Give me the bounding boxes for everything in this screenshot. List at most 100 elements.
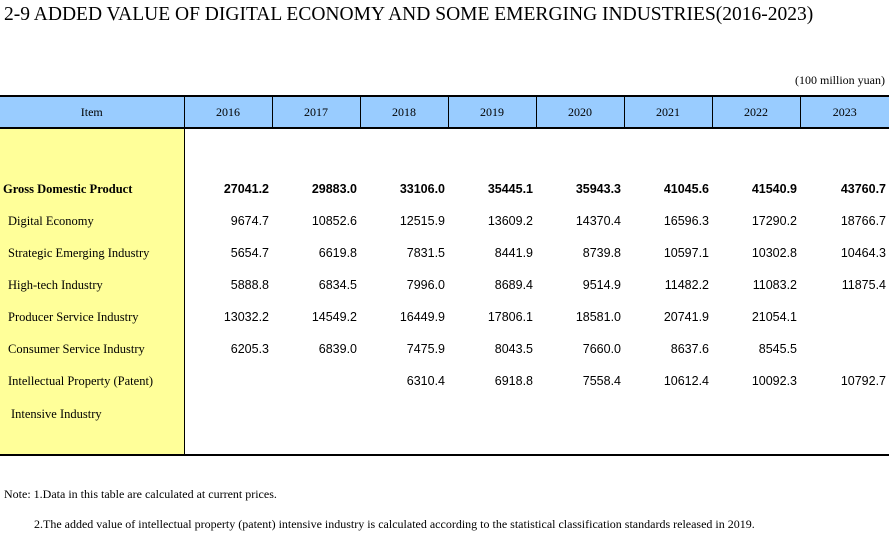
value-cell: 13032.2	[223, 310, 269, 324]
value-cell	[536, 397, 624, 456]
value-cell: 18766.7	[840, 214, 886, 228]
value-cell	[800, 301, 889, 333]
value-cell	[360, 397, 448, 456]
unit-label: (100 million yuan)	[795, 73, 885, 87]
value-cell	[184, 397, 272, 456]
value-cell: 11875.4	[841, 278, 886, 292]
spacer-cell	[0, 128, 185, 173]
value-cell: 5888.8	[230, 278, 269, 292]
value-cell: 12515.9	[399, 214, 445, 228]
table-header-row: Item 2016 2017 2018 2019 2020 2021 2022 …	[0, 95, 889, 129]
value-cell	[800, 333, 889, 365]
header-year: 2021	[623, 95, 712, 129]
row-label: Producer Service Industry	[0, 301, 185, 333]
value-cell: 10852.6	[311, 214, 357, 228]
value-cell	[184, 365, 272, 397]
table-row: Strategic Emerging Industry 5654.7 6619.8 7…	[0, 237, 889, 269]
value-cell: 41540.9	[751, 182, 797, 196]
table-row: High-tech Industry 5888.8 6834.5 7996.0 8689…	[0, 269, 889, 301]
value-cell: 35445.1	[487, 182, 533, 196]
header-year: 2018	[359, 95, 448, 129]
value-cell: 6918.8	[494, 374, 533, 388]
value-cell: 17806.1	[487, 310, 533, 324]
spacer-cell	[712, 128, 800, 173]
note-1: Note: 1.Data in this table are calculate…	[4, 487, 277, 501]
table-row: Intensive Industry	[0, 397, 889, 456]
header-year: 2022	[711, 95, 800, 129]
table-row: Producer Service Industry 13032.2 14549.2 1…	[0, 301, 889, 333]
value-cell: 10464.3	[840, 246, 886, 260]
row-label: Gross Domestic Product	[0, 173, 185, 205]
spacer-row	[0, 128, 889, 173]
value-cell	[448, 397, 536, 456]
value-cell: 43760.7	[840, 182, 886, 196]
spacer-cell	[272, 128, 360, 173]
value-cell: 9674.7	[230, 214, 269, 228]
header-year: 2023	[799, 95, 889, 129]
value-cell: 16449.9	[399, 310, 445, 324]
value-cell	[624, 397, 712, 456]
value-cell: 11083.2	[752, 278, 797, 292]
value-cell: 10597.1	[663, 246, 709, 260]
spacer-cell	[448, 128, 536, 173]
value-cell: 21054.1	[751, 310, 797, 324]
row-label: Digital Economy	[0, 205, 185, 237]
spacer-cell	[184, 128, 272, 173]
value-cell: 5654.7	[230, 246, 269, 260]
value-cell: 33106.0	[399, 182, 445, 196]
header-year: 2017	[271, 95, 360, 129]
value-cell: 6839.0	[318, 342, 357, 356]
value-cell: 8689.4	[494, 278, 533, 292]
value-cell: 10612.4	[663, 374, 709, 388]
spacer-cell	[360, 128, 448, 173]
value-cell: 20741.9	[663, 310, 709, 324]
value-cell: 8441.9	[494, 246, 533, 260]
value-cell: 17290.2	[751, 214, 797, 228]
row-label: High-tech Industry	[0, 269, 185, 301]
spacer-cell	[536, 128, 624, 173]
spacer-cell	[800, 128, 889, 173]
row-label: Intellectual Property (Patent)	[0, 365, 185, 397]
value-cell: 14370.4	[575, 214, 621, 228]
table-row: Consumer Service Industry 6205.3 6839.0 747…	[0, 333, 889, 365]
table-row: Gross Domestic Product 27041.2 29883.0 3310…	[0, 173, 889, 205]
row-label: Intensive Industry	[0, 397, 185, 456]
value-cell: 16596.3	[663, 214, 709, 228]
header-item: Item	[0, 95, 184, 129]
value-cell	[272, 365, 360, 397]
row-label: Strategic Emerging Industry	[0, 237, 185, 269]
value-cell: 29883.0	[311, 182, 357, 196]
value-cell: 7660.0	[582, 342, 621, 356]
value-cell: 35943.3	[575, 182, 621, 196]
value-cell: 6619.8	[318, 246, 357, 260]
page-title: 2-9 ADDED VALUE OF DIGITAL ECONOMY AND S…	[4, 4, 814, 25]
data-table: Item 2016 2017 2018 2019 2020 2021 2022 …	[0, 95, 889, 456]
value-cell: 13609.2	[487, 214, 533, 228]
value-cell: 10092.3	[751, 374, 797, 388]
header-year: 2016	[183, 95, 272, 129]
table-row: Digital Economy 9674.7 10852.6 12515.9 13609…	[0, 205, 889, 237]
value-cell: 8637.6	[670, 342, 709, 356]
value-cell: 18581.0	[575, 310, 621, 324]
value-cell: 7475.9	[406, 342, 445, 356]
value-cell: 10302.8	[751, 246, 797, 260]
spacer-cell	[624, 128, 712, 173]
value-cell	[272, 397, 360, 456]
value-cell	[712, 397, 800, 456]
value-cell: 8739.8	[582, 246, 621, 260]
value-cell: 8545.5	[758, 342, 797, 356]
table-row: Intellectual Property (Patent) 6310.4 6918…	[0, 365, 889, 397]
value-cell: 9514.9	[582, 278, 621, 292]
value-cell: 7831.5	[406, 246, 445, 260]
header-year: 2019	[447, 95, 536, 129]
value-cell: 6834.5	[318, 278, 357, 292]
value-cell: 14549.2	[311, 310, 357, 324]
value-cell: 11482.2	[664, 278, 709, 292]
header-year: 2020	[535, 95, 624, 129]
value-cell: 7996.0	[406, 278, 445, 292]
value-cell: 41045.6	[663, 182, 709, 196]
note-2: 2.The added value of intellectual proper…	[34, 517, 755, 531]
row-label: Consumer Service Industry	[0, 333, 185, 365]
value-cell: 10792.7	[840, 374, 886, 388]
value-cell	[800, 397, 889, 456]
